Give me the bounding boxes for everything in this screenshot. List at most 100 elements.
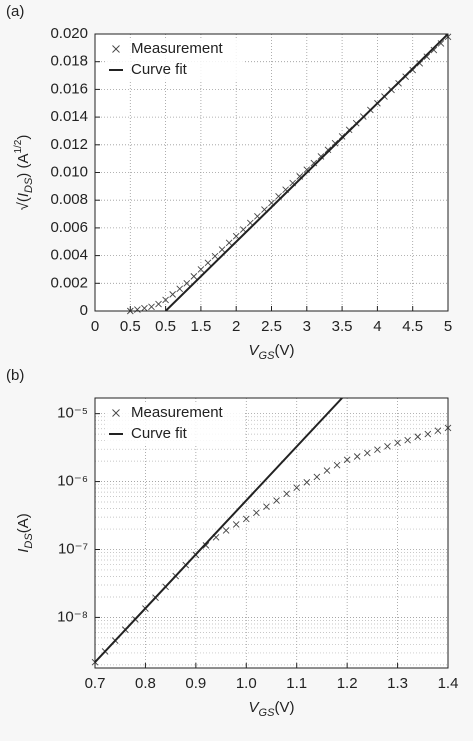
x-tick-label: 0 bbox=[91, 318, 99, 335]
cross-stroke bbox=[282, 186, 289, 193]
label-part: ) bbox=[15, 135, 32, 140]
cross-stroke bbox=[176, 285, 184, 293]
cross-stroke bbox=[394, 439, 401, 447]
x-tick-label: 0.7 bbox=[85, 675, 106, 692]
cross-stroke bbox=[169, 291, 176, 298]
cross-stroke bbox=[353, 453, 361, 460]
measurement-point bbox=[374, 446, 381, 453]
y-tick-label: 0.008 bbox=[50, 191, 88, 208]
label-part: (A) bbox=[15, 513, 32, 533]
legend-marker bbox=[112, 409, 120, 417]
cross-stroke bbox=[384, 442, 391, 450]
measurement-point bbox=[232, 521, 240, 528]
y-tick-label: 0 bbox=[80, 302, 88, 319]
cross-stroke bbox=[323, 467, 331, 474]
label-part: I bbox=[15, 549, 32, 553]
y-tick-label: 0.018 bbox=[50, 53, 88, 70]
panel-label: (a) bbox=[6, 3, 24, 20]
measurement-point bbox=[176, 285, 184, 293]
measurement-point bbox=[434, 427, 442, 434]
cross-stroke bbox=[232, 521, 240, 528]
x-tick-label: 0.8 bbox=[135, 675, 156, 692]
measurement-point bbox=[202, 542, 210, 549]
y-tick-label: 10⁻⁷ bbox=[58, 540, 88, 557]
measurement-point bbox=[423, 53, 431, 61]
cross-stroke bbox=[275, 193, 282, 200]
measurement-point bbox=[155, 300, 162, 308]
y-tick-label: 0.020 bbox=[50, 25, 88, 42]
cross-stroke bbox=[155, 300, 162, 308]
cross-stroke bbox=[254, 212, 261, 220]
plot-frame bbox=[94, 397, 449, 669]
x-tick-label: 1.4 bbox=[438, 675, 459, 692]
y-tick-label: 0.012 bbox=[50, 136, 88, 153]
measurement-point bbox=[394, 439, 401, 447]
x-tick-label: 0.5 bbox=[120, 318, 141, 335]
measurement-point bbox=[343, 456, 351, 464]
x-tick-label: 2.5 bbox=[261, 318, 282, 335]
measurement-point bbox=[232, 232, 240, 240]
cross-stroke bbox=[434, 427, 442, 434]
cross-stroke bbox=[225, 239, 233, 247]
label-part: (V) bbox=[274, 699, 294, 716]
cross-stroke bbox=[310, 159, 318, 167]
cross-stroke bbox=[112, 409, 120, 417]
label-part: GS bbox=[259, 707, 276, 719]
x-tick-label: 3.5 bbox=[332, 318, 353, 335]
cross-stroke bbox=[253, 509, 260, 517]
measurement-point bbox=[183, 279, 191, 287]
cross-stroke bbox=[273, 497, 280, 504]
x-tick-label: 2 bbox=[232, 318, 240, 335]
measurement-point bbox=[169, 291, 176, 298]
label-part: √( bbox=[15, 197, 32, 210]
x-tick-label: 1.1 bbox=[286, 675, 307, 692]
legend-label: Measurement bbox=[131, 40, 224, 57]
x-tick-label: 1.3 bbox=[387, 675, 408, 692]
measurement-point bbox=[134, 306, 141, 313]
cross-stroke bbox=[283, 490, 290, 498]
cross-stroke bbox=[261, 206, 268, 213]
cross-stroke bbox=[424, 430, 432, 438]
y-tick-label: 0.014 bbox=[50, 108, 88, 125]
cross-stroke bbox=[112, 45, 120, 53]
measurement-point bbox=[384, 442, 391, 450]
label-part: (V) bbox=[274, 342, 294, 359]
measurement-point bbox=[363, 449, 371, 457]
cross-stroke bbox=[404, 436, 411, 444]
measurement-point bbox=[331, 139, 339, 147]
cross-stroke bbox=[289, 179, 296, 187]
fit-line bbox=[164, 34, 448, 311]
cross-stroke bbox=[430, 46, 438, 54]
measurement-point bbox=[242, 515, 250, 523]
measurement-point bbox=[317, 153, 325, 160]
y-tick-label: 0.004 bbox=[50, 247, 88, 264]
cross-stroke bbox=[222, 527, 230, 534]
legend-box bbox=[107, 38, 243, 80]
cross-stroke bbox=[141, 304, 148, 312]
cross-stroke bbox=[333, 461, 341, 469]
fit-line bbox=[95, 398, 343, 663]
label-part: GS bbox=[259, 350, 276, 362]
cross-stroke bbox=[268, 199, 275, 207]
cross-stroke bbox=[303, 166, 311, 174]
cross-stroke bbox=[202, 542, 210, 549]
y-tick-label: 0.010 bbox=[50, 163, 88, 180]
label-part: 1/2 bbox=[13, 139, 24, 153]
measurement-point bbox=[430, 46, 438, 54]
cross-stroke bbox=[247, 219, 254, 227]
legend-box bbox=[107, 402, 243, 444]
label-part: ) (A bbox=[15, 154, 32, 178]
cross-stroke bbox=[303, 478, 311, 486]
x-tick-label: 3 bbox=[303, 318, 311, 335]
x-axis-label: VGS(V) bbox=[249, 342, 295, 362]
cross-stroke bbox=[239, 226, 247, 233]
measurement-point bbox=[303, 478, 311, 486]
x-tick-label: 5 bbox=[444, 318, 452, 335]
cross-stroke bbox=[343, 456, 351, 464]
cross-stroke bbox=[313, 473, 321, 481]
x-tick-label: 1.5 bbox=[190, 318, 211, 335]
measurement-point bbox=[263, 503, 270, 510]
x-tick-label: 0.5 bbox=[155, 318, 176, 335]
cross-stroke bbox=[204, 259, 212, 267]
